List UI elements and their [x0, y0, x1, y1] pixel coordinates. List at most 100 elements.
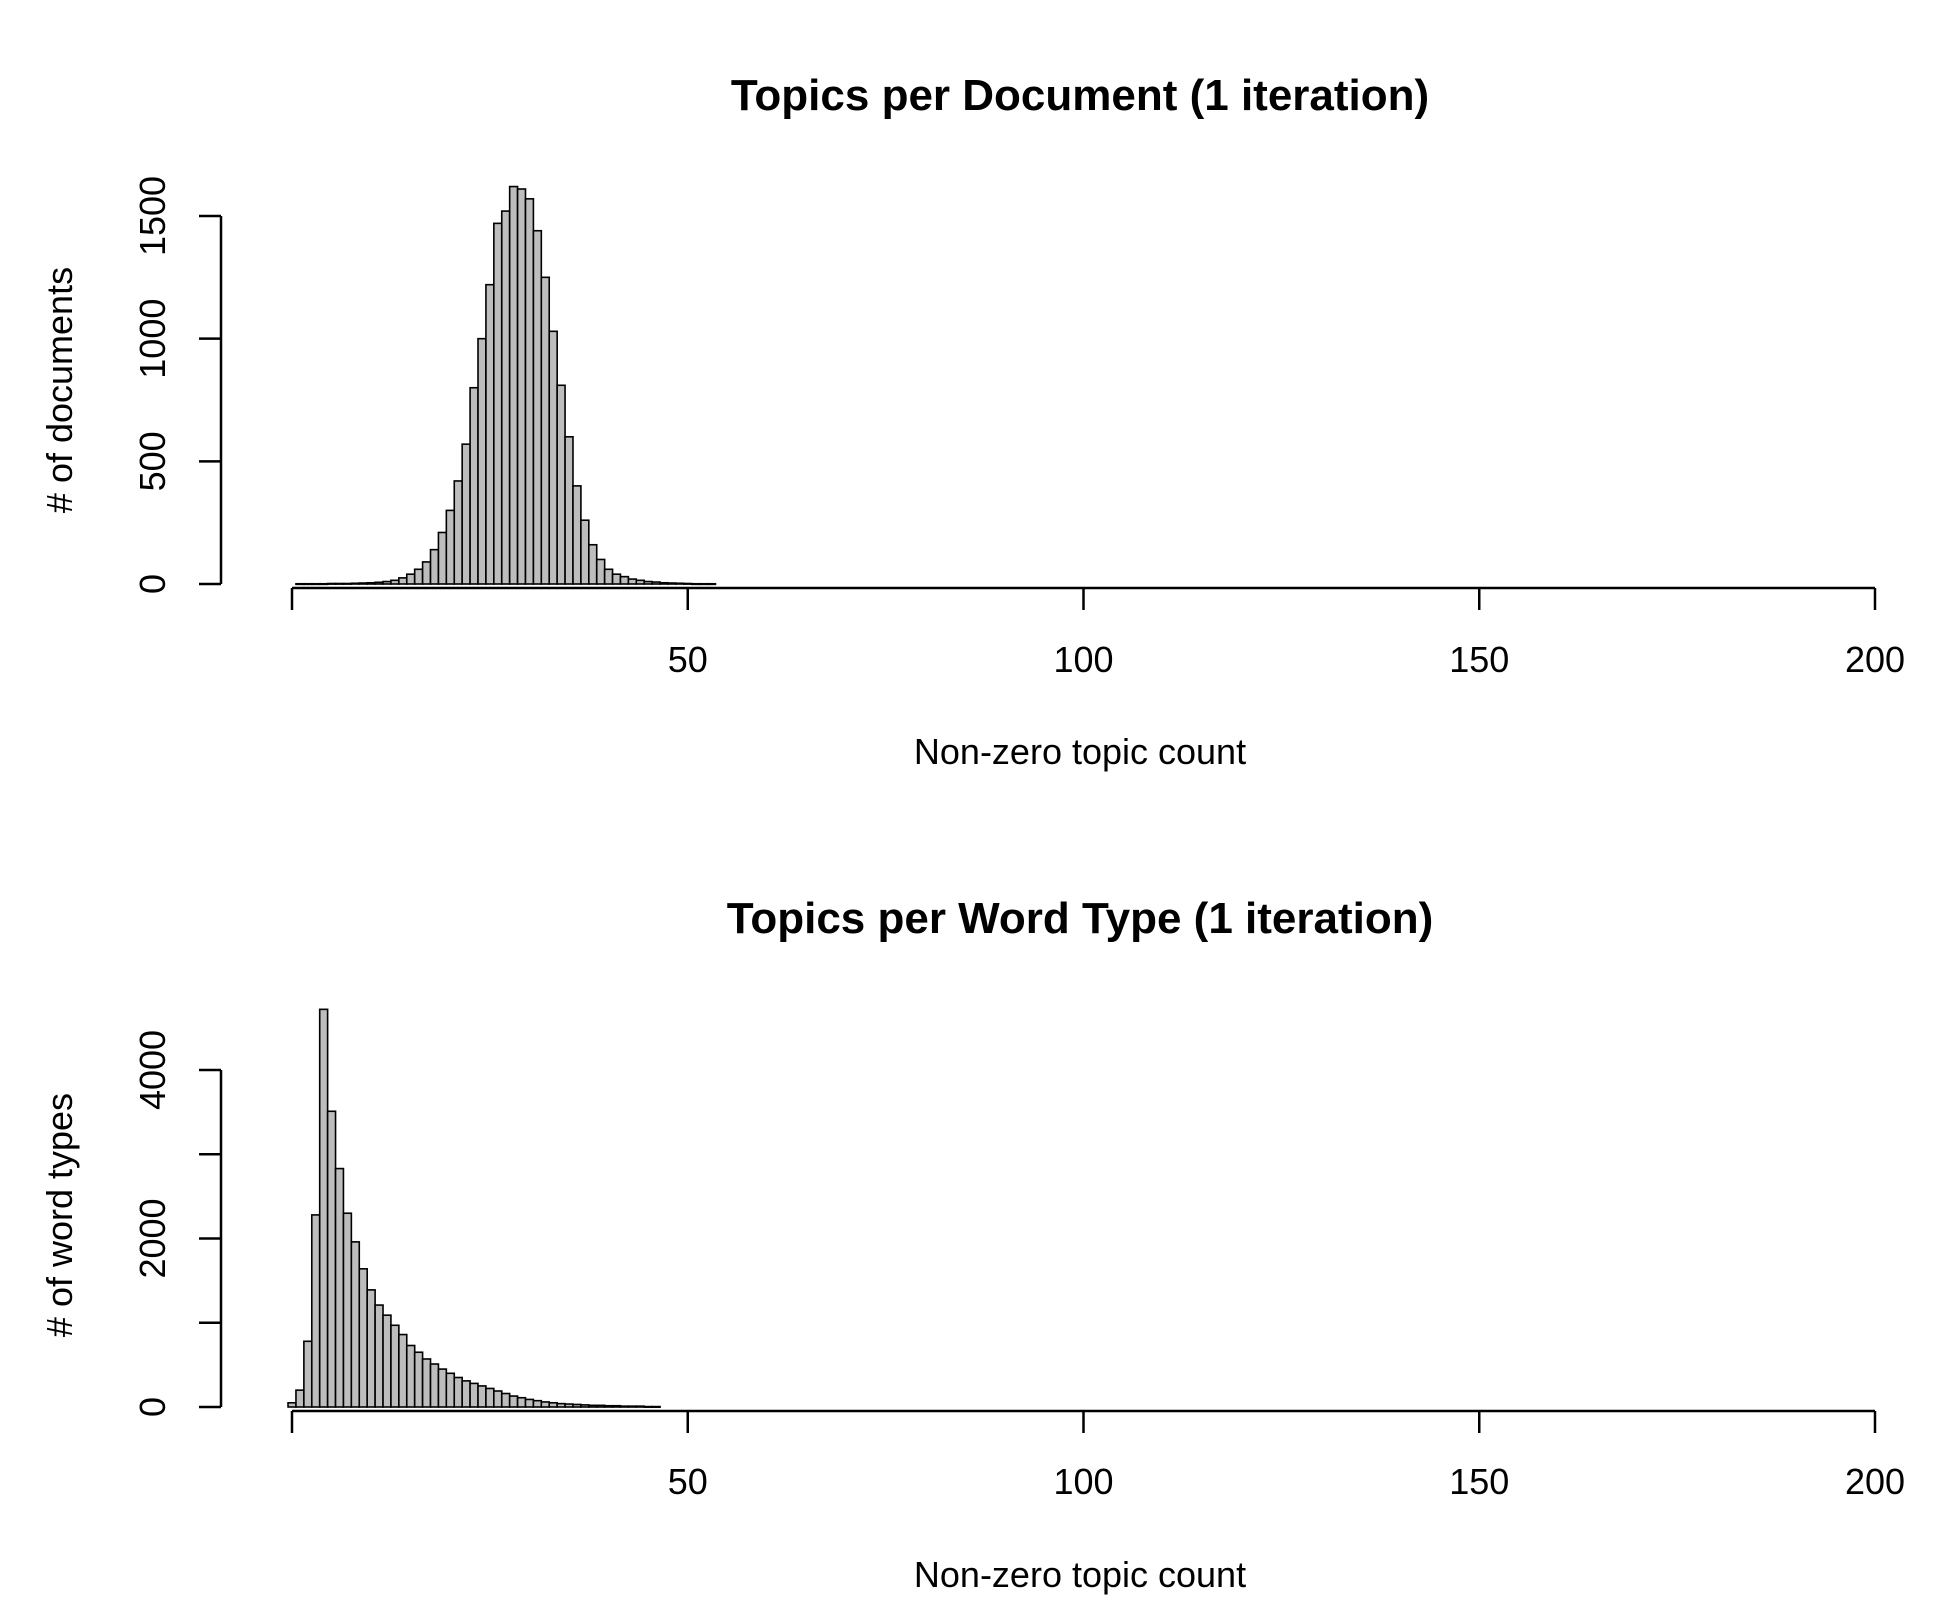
histogram-bar [611, 573, 622, 585]
histogram-bar [485, 1387, 495, 1408]
x-tick-label: 100 [1053, 1461, 1113, 1502]
x-tick-label: 150 [1449, 1461, 1509, 1502]
histogram-bar [548, 1401, 558, 1408]
histogram-bar [390, 1324, 400, 1408]
histogram-bar [445, 509, 456, 585]
histogram-bar [588, 1404, 598, 1408]
histogram-bar [350, 1241, 361, 1408]
y-axis-label: # of documents [39, 267, 80, 513]
x-tick-label: 50 [668, 639, 708, 680]
histogram-bar [643, 1405, 653, 1408]
x-tick-label: 100 [1053, 639, 1113, 680]
x-tick-label: 200 [1845, 1461, 1905, 1502]
histogram-bar [326, 582, 337, 585]
histogram-bar [706, 582, 717, 586]
panel-topics-per-word-type: Topics per Word Type (1 iteration) 50 100… [39, 894, 1905, 1595]
histogram-bar [334, 1167, 345, 1408]
histogram-bar [690, 582, 701, 586]
histogram-bar [619, 1405, 630, 1408]
histogram-bar [508, 1395, 519, 1408]
histogram-bar [405, 1344, 416, 1408]
histogram-bar [398, 577, 408, 585]
histogram-bar [413, 568, 424, 585]
histogram-bar [524, 198, 535, 585]
histogram-bar [358, 582, 368, 585]
histogram-bar [303, 1340, 313, 1408]
x-axis-ticks: 50 100 150 200 [290, 1411, 1905, 1502]
bars-topics-per-document [295, 185, 717, 586]
histogram-bar [295, 1389, 305, 1408]
x-axis-label: Non-zero topic count [914, 731, 1246, 772]
histogram-bar [358, 1268, 368, 1408]
histogram-bar [374, 581, 384, 585]
histogram-bar [326, 1110, 337, 1408]
histogram-bar [572, 1403, 582, 1408]
histogram-bar [429, 1363, 440, 1408]
x-tick-label: 150 [1449, 639, 1509, 680]
x-axis-label: Non-zero topic count [914, 1554, 1246, 1595]
histogram-bar [500, 210, 511, 585]
histogram-bar [390, 579, 400, 585]
histogram-bar [572, 485, 582, 585]
histogram-bar [374, 1304, 384, 1408]
histogram-bar [382, 580, 392, 585]
histogram-bar [310, 582, 321, 586]
histogram-bar [287, 1401, 297, 1408]
histogram-bar [318, 1008, 329, 1408]
histogram-bar [469, 1382, 479, 1408]
histogram-bar [516, 1396, 527, 1408]
histogram-bar [382, 1314, 392, 1408]
histogram-bar [564, 435, 574, 585]
y-tick-label: 4000 [132, 1030, 173, 1110]
histogram-bar [303, 582, 313, 586]
histogram-bar [675, 582, 685, 585]
histogram-bar [532, 229, 543, 585]
histogram-bar [659, 581, 669, 585]
histogram-bar [350, 582, 361, 585]
y-tick-label: 500 [132, 431, 173, 491]
x-tick-label: 50 [668, 1461, 708, 1502]
histogram-bar [500, 1392, 511, 1408]
histogram-bar [540, 276, 551, 585]
histogram-bar [421, 561, 432, 585]
histogram-bar [580, 519, 590, 585]
histogram-bar [437, 1368, 448, 1408]
histogram-bar [682, 582, 693, 585]
histogram-bar [477, 1385, 487, 1408]
histogram-bar [556, 1402, 566, 1408]
histogram-bar [595, 1404, 606, 1408]
histogram-bar [429, 548, 440, 585]
x-axis-ticks: 50 100 150 200 [290, 588, 1905, 680]
histogram-bar [310, 1214, 321, 1408]
histogram-bar [651, 1405, 661, 1408]
histogram-bar [485, 283, 495, 585]
histogram-bar [493, 222, 503, 585]
histogram-bar [627, 1405, 638, 1408]
histogram-bar [398, 1333, 408, 1408]
histogram-bar [508, 185, 519, 585]
y-tick-label: 1500 [132, 176, 173, 256]
histogram-bar [366, 581, 376, 585]
histogram-bar [619, 575, 630, 585]
histogram-bar [453, 1376, 463, 1408]
histogram-bar [643, 580, 653, 585]
histogram-bar [469, 386, 479, 585]
histogram-bar [595, 558, 606, 585]
histogram-bar [603, 1404, 614, 1408]
y-tick-label: 2000 [132, 1198, 173, 1278]
histogram-bar [366, 1289, 376, 1408]
histogram-bar [413, 1351, 424, 1408]
histogram-bar [421, 1358, 432, 1408]
histogram-bar [556, 384, 566, 585]
histogram-bar [318, 582, 329, 586]
histogram-bar [564, 1403, 574, 1408]
histogram-bar [405, 573, 416, 585]
histogram-bar [651, 581, 661, 585]
histogram-bar [611, 1404, 622, 1408]
histogram-bar [461, 1380, 471, 1408]
histogram-bar [524, 1398, 535, 1408]
histogram-bar [540, 1401, 551, 1408]
bars-topics-per-word-type [287, 1008, 661, 1408]
histogram-bar [588, 543, 598, 585]
